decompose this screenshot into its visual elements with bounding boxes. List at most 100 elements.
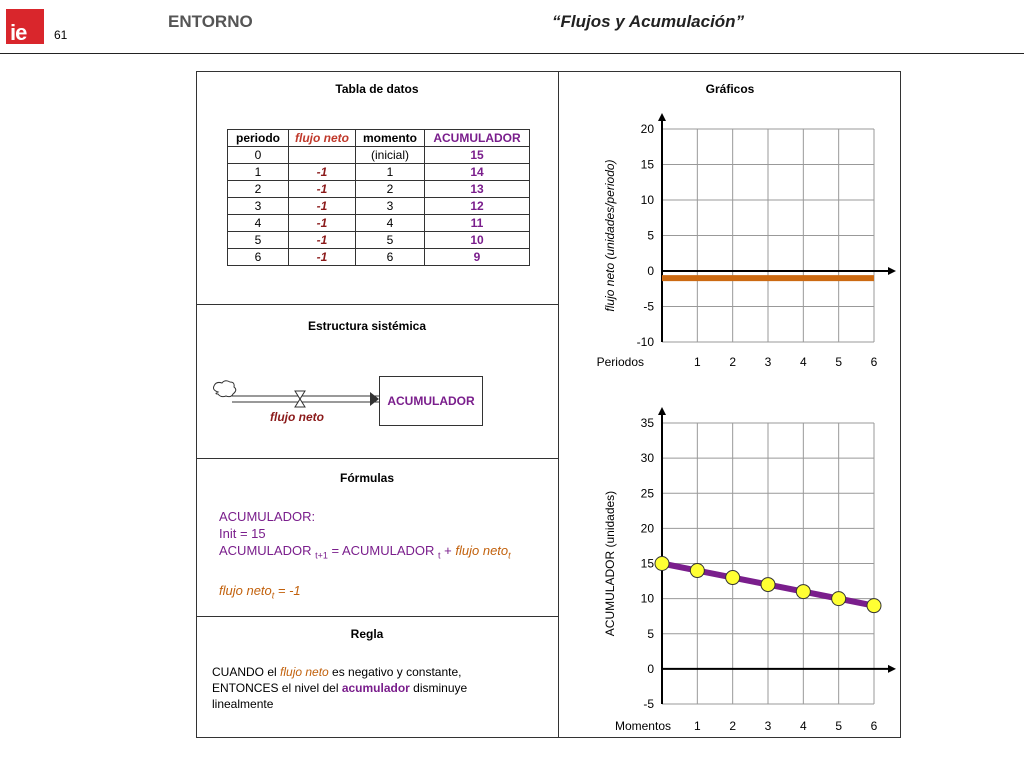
table-row: 5 -1 5 10 [227, 231, 530, 249]
x-tick-label: 6 [871, 719, 878, 733]
divider-formulas [196, 616, 558, 617]
y-tick-label: 10 [641, 592, 655, 606]
y-tick-label: 20 [641, 122, 655, 136]
y-tick-label: -5 [643, 697, 654, 711]
divider-tabla [196, 304, 558, 305]
content-frame [196, 71, 901, 738]
formula-plus: + [440, 543, 456, 558]
y-tick-label: 20 [641, 521, 655, 535]
regla-p6: disminuye linealmente [212, 681, 468, 711]
header-acumulador: ACUMULADOR [424, 129, 530, 147]
formulas-title: Fórmulas [339, 471, 394, 485]
y-tick-label: 0 [647, 264, 654, 278]
data-table: periodo flujo neto momento ACUMULADOR 0 … [227, 129, 530, 266]
y-tick-label: 0 [647, 662, 654, 676]
formula-line-3: ACUMULADOR t+1 = ACUMULADOR t + flujo ne… [219, 542, 511, 565]
x-tick-label: 3 [765, 355, 772, 369]
table-row: 6 -1 6 9 [227, 248, 530, 266]
divider-estructura [196, 458, 558, 459]
formula-sub-t1: t+1 [315, 550, 328, 561]
y-axis-arrow [658, 407, 666, 415]
formula-acum: ACUMULADOR [219, 543, 312, 558]
y-tick-label: 35 [641, 416, 655, 430]
formula-flujo-value: = -1 [274, 582, 301, 598]
formula-line-2: Init = 15 [219, 526, 266, 541]
regla-p1: CUANDO el [212, 665, 281, 679]
graficos-title: Gráficos [705, 82, 755, 96]
data-point [654, 556, 670, 571]
formula-eq: = ACUMULADOR [327, 543, 435, 558]
logo-text: ie [10, 20, 27, 45]
data-point [725, 570, 741, 586]
y-axis-label: flujo neto (unidades/periodo) [603, 159, 617, 311]
y-tick-label: 5 [647, 627, 654, 641]
ie-logo: ie [6, 6, 44, 45]
x-tick-label: 5 [835, 719, 842, 733]
data-point [760, 577, 776, 593]
x-tick-label: 3 [765, 719, 772, 733]
data-point [831, 591, 847, 607]
y-tick-label: 25 [641, 486, 655, 500]
x-tick-label: 4 [800, 719, 807, 733]
y-tick-label: -10 [637, 335, 655, 349]
y-tick-label: -5 [643, 300, 654, 314]
header-rule [0, 53, 1024, 54]
section-label: ENTORNO [168, 12, 253, 31]
estructura-title: Estructura sistémica [307, 319, 427, 333]
valve-icon [294, 390, 306, 408]
cell-acumulador: 9 [424, 248, 530, 266]
x-tick-label: 1 [694, 719, 701, 733]
y-tick-label: 15 [641, 158, 655, 172]
x-tick-label: 4 [800, 355, 807, 369]
table-row: 3 -1 3 12 [227, 197, 530, 215]
formula-line-4: flujo netot = -1 [219, 582, 511, 605]
vertical-divider [558, 71, 559, 738]
x-axis-label: Periodos [597, 355, 644, 369]
tabla-title: Tabla de datos [335, 82, 419, 96]
slide-title: “Flujos y Acumulación” [552, 12, 745, 31]
x-tick-label: 1 [694, 355, 701, 369]
regla-p4: ENTONCES el nivel del [212, 681, 342, 695]
y-tick-label: 10 [641, 193, 655, 207]
formula-sub-t3: t [508, 550, 511, 561]
acumulador-stock-box: ACUMULADOR [379, 376, 483, 426]
page-number: 61 [54, 28, 68, 42]
cell-momento: 6 [355, 248, 425, 266]
table-row: 1 -1 1 14 [227, 163, 530, 181]
header-momento: momento [355, 129, 425, 147]
y-tick-label: 15 [641, 557, 655, 571]
y-tick-label: 30 [641, 451, 655, 465]
table-header-row: periodo flujo neto momento ACUMULADOR [227, 129, 530, 147]
cloud-icon [213, 380, 237, 398]
formula-sub-t4: t [271, 590, 275, 601]
x-tick-label: 6 [871, 355, 878, 369]
x-tick-label: 2 [729, 355, 736, 369]
x-tick-label: 2 [729, 719, 736, 733]
regla-acumulador: acumulador [341, 681, 410, 695]
regla-flujo: flujo neto [280, 665, 329, 679]
x-axis-label: Momentos [615, 719, 671, 733]
logo-bar [6, 6, 44, 9]
formula-flujo: flujo neto [455, 543, 509, 558]
flujo-neto-label: flujo neto [270, 410, 324, 424]
data-point [795, 584, 811, 600]
formula-line-1: ACUMULADOR: [219, 509, 316, 524]
x-axis-arrow [888, 267, 896, 275]
y-tick-label: 5 [647, 229, 654, 243]
data-point [866, 598, 882, 614]
table-row: 4 -1 4 11 [227, 214, 530, 232]
y-axis-label: ACUMULADOR (unidades) [603, 491, 617, 636]
y-axis-arrow [658, 113, 666, 121]
x-axis-arrow [888, 664, 896, 673]
formula-sub-t: t [438, 550, 441, 561]
x-tick-label: 5 [835, 355, 842, 369]
data-point [689, 563, 705, 579]
formula-flujo-def: flujo neto [219, 582, 272, 598]
regla-title: Regla [350, 627, 384, 641]
formulas-block: ACUMULADOR: Init = 15 ACUMULADOR t+1 = A… [219, 508, 511, 604]
regla-p3: es negativo y constante, [328, 665, 462, 679]
regla-text: CUANDO el flujo neto es negativo y const… [212, 664, 512, 712]
